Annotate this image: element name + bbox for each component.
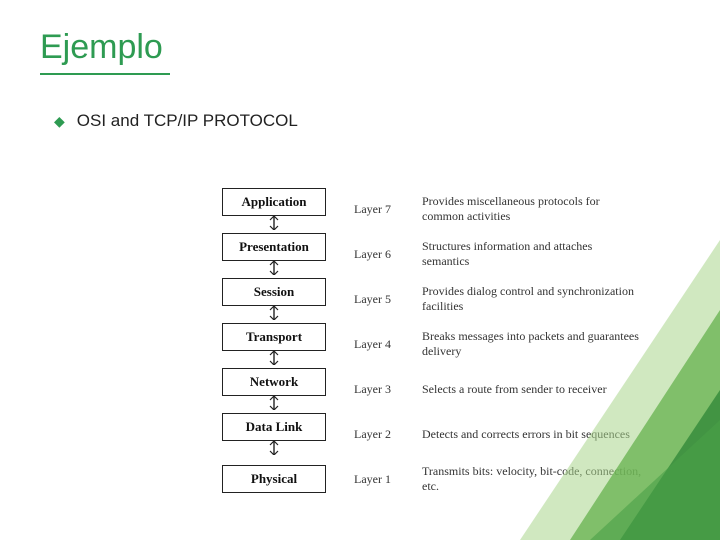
slide-title: Ejemplo (40, 28, 680, 67)
osi-layer-row: Application Layer 7 Provides miscellaneo… (222, 188, 642, 230)
osi-layer-desc: Breaks messages into packets and guarant… (422, 329, 642, 359)
osi-box-network: Network (222, 368, 326, 396)
connector-icon (222, 306, 326, 320)
osi-layer-desc: Provides dialog control and synchronizat… (422, 284, 642, 314)
osi-box-session: Session (222, 278, 326, 306)
osi-layer-row: Transport Layer 4 Breaks messages into p… (222, 323, 642, 365)
osi-layer-desc: Selects a route from sender to receiver (422, 382, 642, 397)
osi-box-presentation: Presentation (222, 233, 326, 261)
osi-layer-label: Layer 7 (354, 202, 412, 217)
bullet-icon: ◆ (54, 113, 65, 130)
osi-layer-row: Physical Layer 1 Transmits bits: velocit… (222, 458, 642, 500)
osi-layer-desc: Detects and corrects errors in bit seque… (422, 427, 642, 442)
osi-layer-row: Network Layer 3 Selects a route from sen… (222, 368, 642, 410)
osi-layer-label: Layer 4 (354, 337, 412, 352)
title-underline (40, 73, 170, 75)
osi-layer-desc: Transmits bits: velocity, bit-code, conn… (422, 464, 642, 494)
osi-layer-row: Session Layer 5 Provides dialog control … (222, 278, 642, 320)
osi-layer-label: Layer 2 (354, 427, 412, 442)
slide: Ejemplo ◆ OSI and TCP/IP PROTOCOL Applic… (0, 0, 720, 540)
connector-icon (222, 261, 326, 275)
osi-diagram: Application Layer 7 Provides miscellaneo… (222, 188, 642, 503)
osi-layer-label: Layer 3 (354, 382, 412, 397)
osi-box-datalink: Data Link (222, 413, 326, 441)
osi-box-physical: Physical (222, 465, 326, 493)
osi-box-transport: Transport (222, 323, 326, 351)
osi-layer-label: Layer 1 (354, 472, 412, 487)
connector-icon (222, 441, 326, 455)
osi-layer-label: Layer 5 (354, 292, 412, 307)
osi-layer-row: Data Link Layer 2 Detects and corrects e… (222, 413, 642, 455)
connector-icon (222, 396, 326, 410)
osi-layer-desc: Structures information and attaches sema… (422, 239, 642, 269)
connector-icon (222, 351, 326, 365)
osi-layer-desc: Provides miscellaneous protocols for com… (422, 194, 642, 224)
bullet-item: ◆ OSI and TCP/IP PROTOCOL (54, 111, 680, 131)
osi-box-application: Application (222, 188, 326, 216)
connector-icon (222, 216, 326, 230)
osi-layer-label: Layer 6 (354, 247, 412, 262)
osi-layer-row: Presentation Layer 6 Structures informat… (222, 233, 642, 275)
bullet-text: OSI and TCP/IP PROTOCOL (77, 111, 298, 131)
